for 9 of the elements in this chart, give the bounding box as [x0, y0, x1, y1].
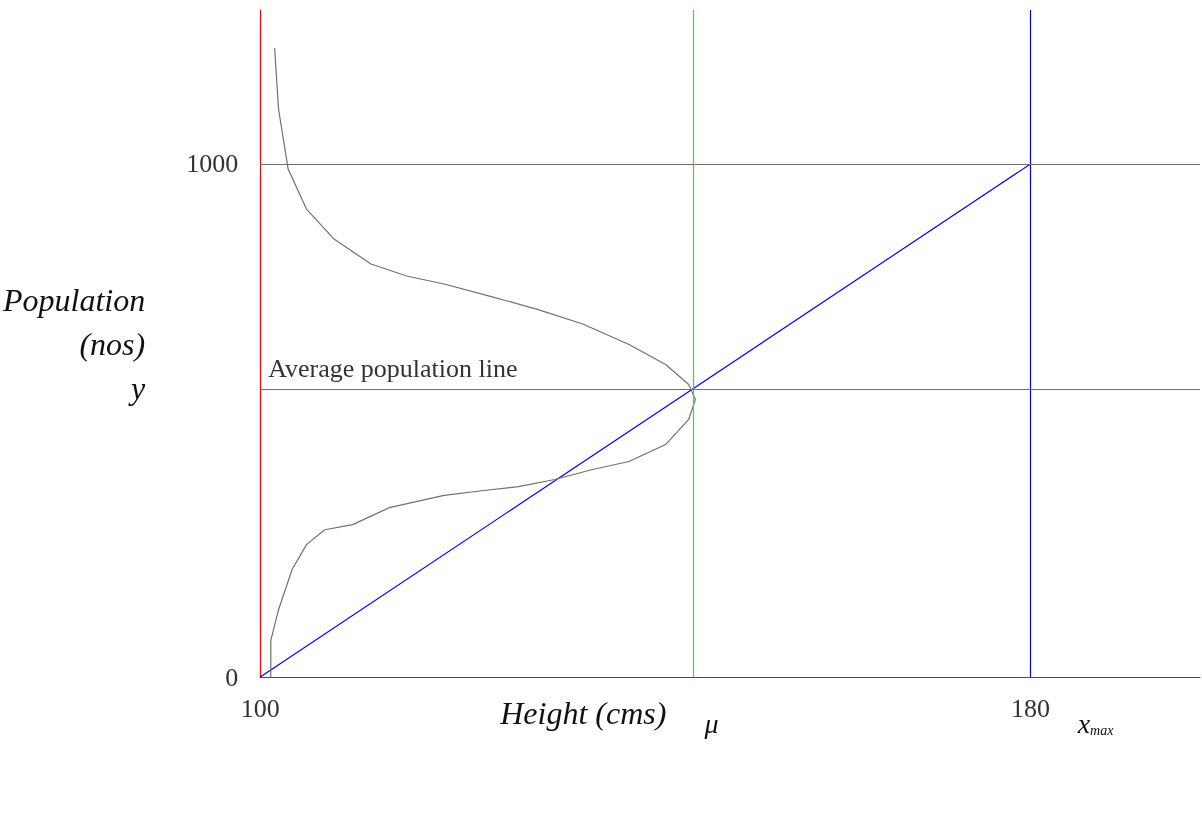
y-axis-title: Population (nos) y: [2, 281, 147, 406]
ref-line-label: μ: [703, 707, 719, 739]
ref-line-label: Average population line: [268, 354, 518, 384]
x-axis-title: Height (cms): [499, 695, 667, 731]
y-tick-label: 1000: [186, 149, 239, 179]
x-tick-label: 180: [1011, 693, 1051, 723]
x-tick-label: 100: [240, 693, 280, 723]
ref-line-label: xmax: [1076, 707, 1115, 739]
y-tick-label: 0: [225, 662, 239, 692]
